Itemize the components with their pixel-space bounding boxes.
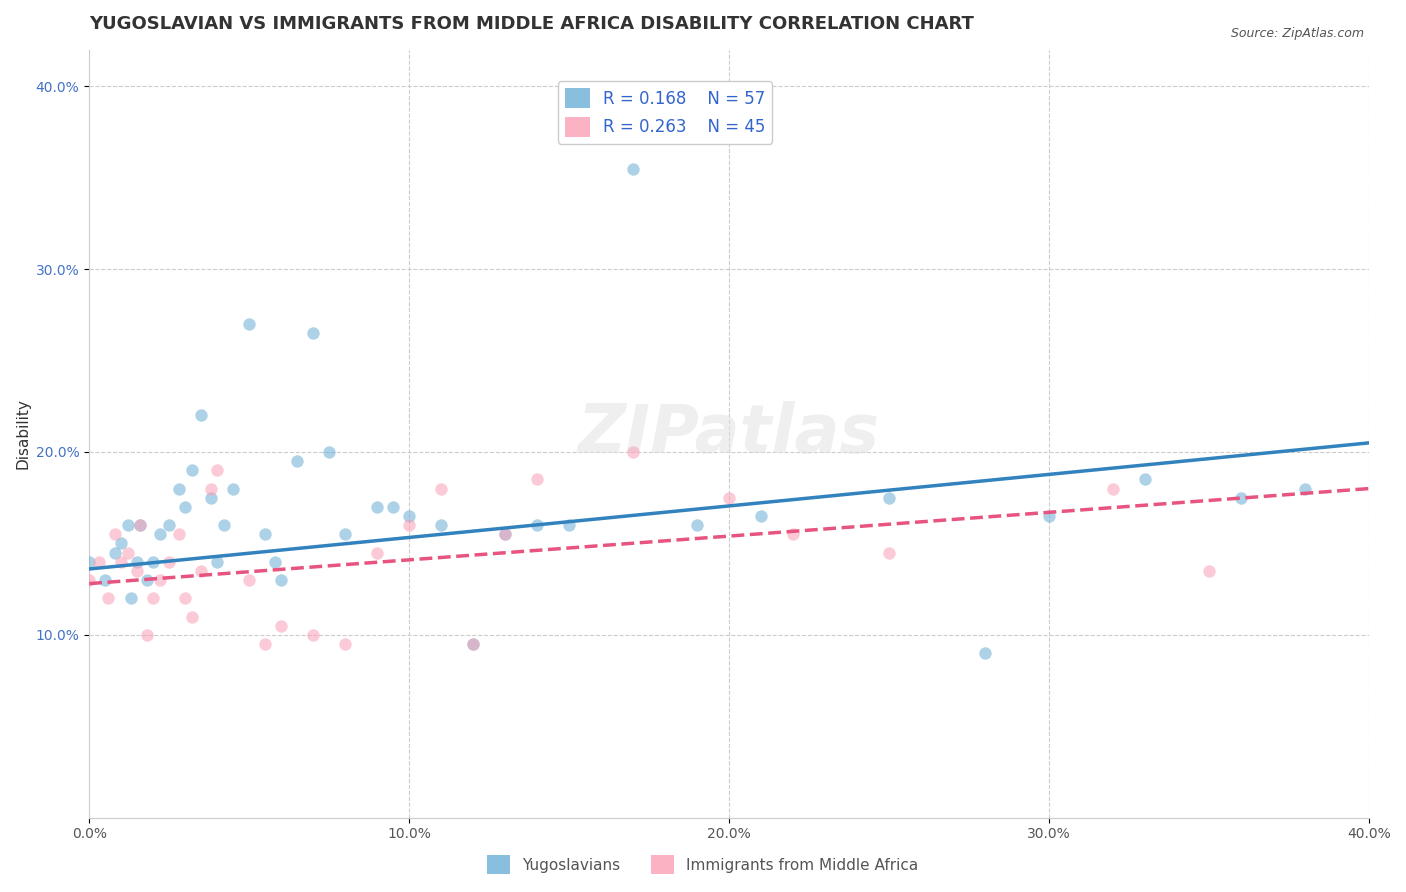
Point [135,628,157,642]
Point [526,472,548,486]
Point [180,609,202,624]
Point [749,508,772,523]
Point [117,518,139,533]
Point [238,573,260,587]
Point [157,555,180,569]
Point [526,518,548,533]
Point [142,591,165,606]
Point [120,591,142,606]
Y-axis label: Disability: Disability [15,399,30,469]
Point [77,555,100,569]
Point [1294,482,1316,496]
Point [190,409,212,423]
Point [129,518,152,533]
Point [494,527,516,541]
Point [1038,508,1060,523]
Point [686,518,709,533]
Point [157,518,180,533]
Point [104,545,127,559]
Point [263,555,285,569]
Point [222,482,245,496]
Point [1133,472,1156,486]
Point [254,637,277,651]
Point [148,527,170,541]
Point [621,161,644,176]
Legend: R = 0.168    N = 57, R = 0.263    N = 45: R = 0.168 N = 57, R = 0.263 N = 45 [558,81,772,144]
Point [238,317,260,331]
Point [463,637,485,651]
Point [1198,564,1220,578]
Point [463,637,485,651]
Point [494,527,516,541]
Point [1230,491,1253,505]
Point [318,445,340,459]
Point [877,491,900,505]
Point [333,637,356,651]
Text: ZIPatlas: ZIPatlas [578,401,880,467]
Point [127,555,149,569]
Point [174,500,197,514]
Point [110,536,132,550]
Point [366,500,388,514]
Point [117,545,139,559]
Point [270,573,292,587]
Point [180,463,202,477]
Point [127,564,149,578]
Point [974,646,997,660]
Point [190,564,212,578]
Text: YUGOSLAVIAN VS IMMIGRANTS FROM MIDDLE AFRICA DISABILITY CORRELATION CHART: YUGOSLAVIAN VS IMMIGRANTS FROM MIDDLE AF… [89,15,974,33]
Point [212,518,235,533]
Point [87,555,110,569]
Point [148,573,170,587]
Point [302,628,325,642]
Point [174,591,197,606]
Point [104,527,127,541]
Point [200,482,222,496]
Point [270,618,292,632]
Point [94,573,117,587]
Point [430,482,453,496]
Point [398,518,420,533]
Point [382,500,405,514]
Point [430,518,453,533]
Point [398,508,420,523]
Point [302,326,325,341]
Point [718,491,741,505]
Point [142,555,165,569]
Point [782,527,804,541]
Text: Source: ZipAtlas.com: Source: ZipAtlas.com [1230,27,1364,40]
Point [129,518,152,533]
Point [285,454,308,468]
Point [135,573,157,587]
Point [110,555,132,569]
Point [97,591,120,606]
Point [877,545,900,559]
Point [254,527,277,541]
Point [333,527,356,541]
Point [200,491,222,505]
Point [1102,482,1125,496]
Point [366,545,388,559]
Legend: Yugoslavians, Immigrants from Middle Africa: Yugoslavians, Immigrants from Middle Afr… [481,849,925,880]
Point [558,518,581,533]
Point [621,445,644,459]
Point [77,573,100,587]
Point [205,463,228,477]
Point [205,555,228,569]
Point [167,527,190,541]
Point [167,482,190,496]
